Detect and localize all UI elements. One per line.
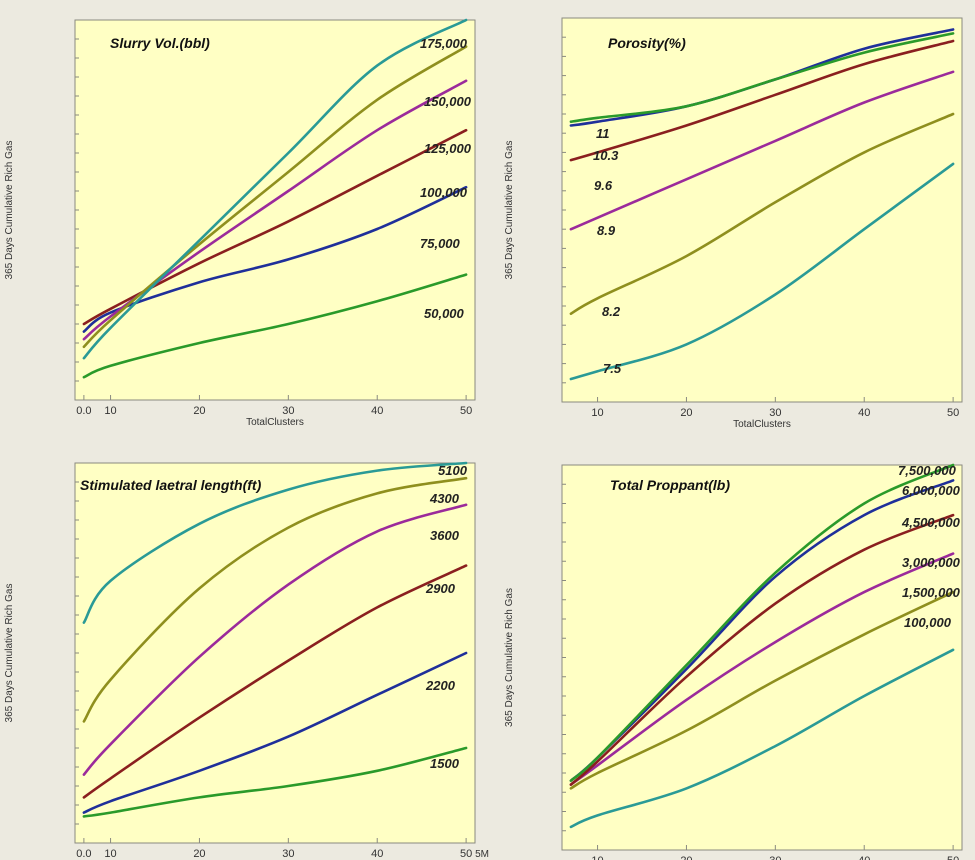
x-tick-label: 50 [460,848,472,860]
x-tick-label: 40 [858,407,870,419]
x-axis-label: TotalClusters [733,419,791,430]
plot-area [74,462,476,844]
x-tick-label: 10 [104,405,116,417]
series-line-11 [569,32,955,123]
series-label-8-9: 8.9 [597,223,616,238]
series-line-1500 [82,746,468,818]
series-line-3600 [82,503,468,776]
series-label-7-500-000: 7,500,000 [898,463,957,478]
series-label-11: 11 [596,126,610,141]
y-axis-label: 365 Days Cumulative Rich Gas [4,141,15,280]
chart-title: Stimulated laetral length(ft) [80,477,262,493]
series-line-2200 [82,651,468,814]
y-axis-label: 365 Days Cumulative Rich Gas [4,584,15,723]
x-tick-label: 20 [193,848,205,860]
x-tick-label: 50 [947,855,959,860]
x-axis-label: TotalClusters [246,417,304,428]
chart-panel-slurry-volume: 0.0 10 20 30 40 50 TotalClusters 365 Days Cumul… [4,18,476,428]
series-label-175-000: 175,000 [420,36,468,51]
series-line-150-000 [82,45,468,349]
series-label-75-000: 75,000 [420,236,461,251]
x-tick-label: 10 [591,855,603,860]
series-line-9-6 [569,39,955,162]
series-label-7-5: 7.5 [603,361,622,376]
series-label-3600: 3600 [430,528,460,543]
series-line-100-000 [569,648,955,829]
series-label-10-3: 10.3 [593,148,619,163]
series-label-100-000: 100,000 [904,615,952,630]
series-line-2900 [82,564,468,799]
series-label-5100: 5100 [438,463,468,478]
x-tick-label: 0.0 [76,405,91,417]
series-label-2200: 2200 [425,678,456,693]
series-line-4300 [82,476,468,723]
x-tick-label: 30 [769,407,781,419]
series-line-175-000 [82,18,468,360]
series-line-3-000-000 [569,552,955,786]
series-label-4300: 4300 [429,491,460,506]
series-line-75-000 [82,185,468,333]
x-tick-label: 50 [460,405,472,417]
series-line-7-500-000 [569,463,955,782]
series-line-8-9 [569,70,955,231]
x-tick-label: 20 [680,855,692,860]
x-tick-label: 30 [282,848,294,860]
x-tick-label: 30 [769,855,781,860]
series-label-2900: 2900 [425,581,456,596]
series-line-7-5 [569,162,955,381]
series-label-125-000: 125,000 [424,141,472,156]
series-line-125-000 [82,79,468,341]
series-label-6-000-000: 6,000,000 [902,483,961,498]
series-label-150-000: 150,000 [424,94,472,109]
x-tick-label: 10 [591,407,603,419]
x-tick-label: 40 [858,855,870,860]
x-tick-label: 20 [680,407,692,419]
y-axis-label: 365 Days Cumulative Rich Gas [504,588,515,727]
x-tick-label: 30 [282,405,294,417]
series-line-4-500-000 [569,513,955,786]
series-label-1500: 1500 [430,756,460,771]
y-axis-label: 365 Days Cumulative Rich Gas [504,141,515,280]
x-tick-label: 20 [193,405,205,417]
x-tick-label: 50 [947,407,959,419]
series-line-50-000 [82,273,468,379]
chart-title: Total Proppant(lb) [610,477,730,493]
x-tick-label: 40 [371,848,383,860]
plot-area [74,19,476,401]
series-line-100-000 [82,128,468,326]
x-tick-label: 10 [104,848,116,860]
series-label-8-2: 8.2 [602,304,621,319]
chart-title: Porosity(%) [608,35,686,51]
x-tick-label: 40 [371,405,383,417]
series-line-8-2 [569,112,955,315]
series-line-1-500-000 [569,590,955,790]
series-label-100-000: 100,000 [420,185,468,200]
plot-area [561,464,963,851]
series-label-3-000-000: 3,000,000 [902,555,961,570]
series-line-5100 [82,461,468,624]
x-tick-label: 0.0 [76,848,91,860]
stray-tick-label: 5M [475,849,489,860]
series-label-50-000: 50,000 [424,306,465,321]
chart-title: Slurry Vol.(bbl) [110,35,210,51]
series-label-9-6: 9.6 [594,178,613,193]
chart-panel-porosity: 10 20 30 40 50 TotalClusters 365 Days Cumulati… [504,17,963,430]
series-label-4-500-000: 4,500,000 [901,515,961,530]
series-label-1-500-000: 1,500,000 [902,585,961,600]
